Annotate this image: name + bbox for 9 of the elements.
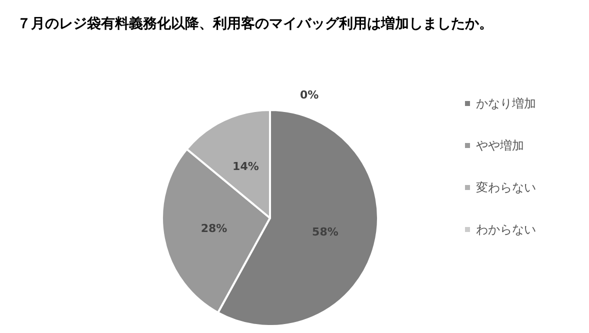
data-label: 14% <box>232 160 259 173</box>
data-label: 58% <box>312 226 338 239</box>
legend-label: 変わらない <box>476 180 536 194</box>
legend-label: かなり増加 <box>476 96 536 110</box>
chart-title: ７月のレジ袋有料義務化以降、利用客のマイバッグ利用は増加しましたか。 <box>17 15 493 32</box>
data-label: 28% <box>200 222 228 236</box>
legend-label: やや増加 <box>476 138 524 152</box>
text: 0% <box>300 88 319 102</box>
legend-label: わからない <box>476 222 536 236</box>
